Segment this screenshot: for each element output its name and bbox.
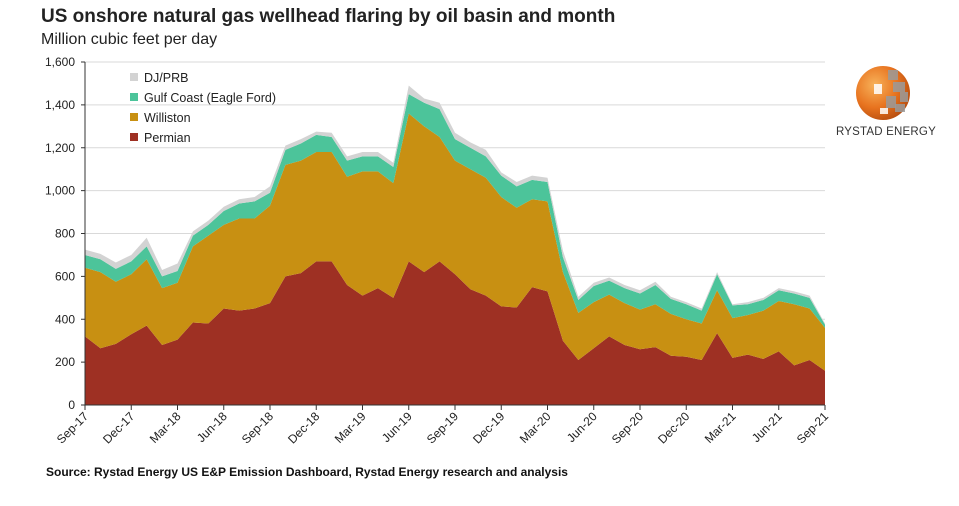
x-tick-label: Mar-18 <box>147 409 184 446</box>
y-tick-label: 400 <box>55 312 75 326</box>
legend-label: DJ/PRB <box>144 71 188 85</box>
x-tick-label: Dec-19 <box>470 409 507 446</box>
area-williston <box>85 113 825 371</box>
y-tick-label: 1,000 <box>45 184 75 198</box>
x-tick-label: Mar-20 <box>517 409 554 446</box>
rystad-logo-icon <box>856 66 910 120</box>
chart-subtitle: Million cubic feet per day <box>41 31 218 48</box>
y-tick-label: 800 <box>55 227 75 241</box>
y-tick-label: 200 <box>55 355 75 369</box>
area-dj-prb <box>85 85 825 325</box>
x-tick-label: Dec-18 <box>285 409 322 446</box>
x-tick-label: Sep-19 <box>424 409 461 446</box>
x-tick-label: Mar-19 <box>332 409 369 446</box>
legend-swatch <box>130 133 138 141</box>
x-tick-label: Sep-18 <box>239 409 276 446</box>
legend-label: Gulf Coast (Eagle Ford) <box>144 91 276 105</box>
legend-swatch <box>130 93 138 101</box>
legend-label: Permian <box>144 131 191 145</box>
x-tick-label: Jun-19 <box>379 409 415 445</box>
x-tick-label: Sep-17 <box>54 409 91 446</box>
y-tick-label: 1,600 <box>45 55 75 69</box>
x-tick-label: Sep-20 <box>609 409 646 446</box>
y-tick-label: 0 <box>68 398 75 412</box>
x-tick-label: Jun-20 <box>564 409 600 445</box>
x-tick-label: Dec-17 <box>100 409 137 446</box>
y-tick-label: 1,400 <box>45 98 75 112</box>
y-tick-label: 600 <box>55 269 75 283</box>
source-note: Source: Rystad Energy US E&P Emission Da… <box>46 465 568 479</box>
x-tick-label: Jun-18 <box>194 409 230 445</box>
logo-text: RYSTAD ENERGY <box>836 126 936 138</box>
x-tick-label: Sep-21 <box>794 409 831 446</box>
area-gulf-coast-eagle-ford <box>85 94 825 328</box>
legend-swatch <box>130 113 138 121</box>
chart-title: US onshore natural gas wellhead flaring … <box>41 6 616 27</box>
area-permian <box>85 261 825 405</box>
y-tick-label: 1,200 <box>45 141 75 155</box>
legend-swatch <box>130 73 138 81</box>
x-tick-label: Dec-20 <box>655 409 692 446</box>
x-tick-label: Mar-21 <box>702 409 739 446</box>
legend-label: Williston <box>144 111 191 125</box>
x-tick-label: Jun-21 <box>749 409 785 445</box>
